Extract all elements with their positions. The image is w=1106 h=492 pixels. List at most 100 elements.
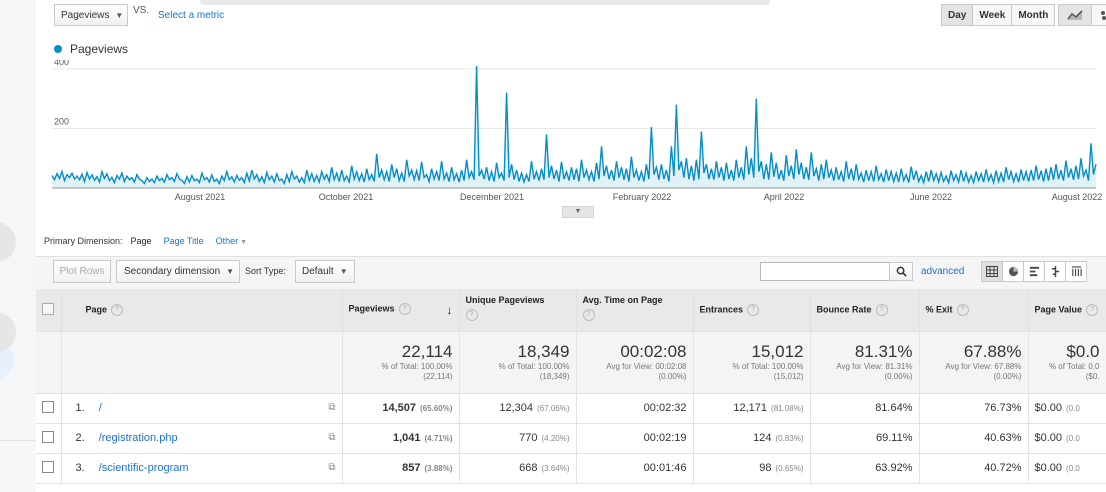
y-tick-label: 200 [54,116,69,126]
column-header-page[interactable]: Page? [61,289,343,332]
dimension-page-title[interactable]: Page Title [163,236,204,246]
pivot-view-icon[interactable] [1066,262,1086,281]
total-sub: Avg for View: 00:02:08 [606,361,687,371]
pageviews-cell: 857 (3.88%) [342,453,460,484]
total-value: 81.31% [854,341,913,361]
primary-dimension-bar: Primary Dimension: Page Page Title Other… [44,236,247,246]
total-page-value: $0.0% of Total: 0.0 ($0. [1028,331,1106,394]
advanced-filter-link[interactable]: advanced [921,266,965,277]
cell-value: 1,041 [392,432,421,444]
secondary-dimension-select[interactable]: Secondary dimension ▼ [116,260,240,283]
open-page-icon[interactable]: ⧉ [328,402,336,413]
help-icon[interactable]: ? [747,303,760,316]
help-icon[interactable]: ? [582,309,595,321]
page-value-cell: $0.00 (0.0 [1028,423,1106,454]
column-label: Pageviews [348,303,395,314]
total-pageviews: 22,114% of Total: 100.00% (22,114) [342,331,460,394]
cell-value: 12,171 [733,402,768,414]
sort-type-select[interactable]: Default ▼ [295,260,355,283]
cell-pct: (0.0 [1066,404,1080,413]
page-cell: 3. /scientific-program ⧉ [61,453,343,484]
row-number: 2. [75,432,85,444]
x-tick-label: August 2021 [175,192,226,202]
exit-cell: 76.73% [919,393,1029,424]
granularity-week-button[interactable]: Week [973,5,1013,25]
x-tick-label: June 2022 [910,192,952,202]
select-metric-link[interactable]: Select a metric [158,10,225,21]
granularity-month-button[interactable]: Month [1018,9,1049,21]
entrances-cell: 98 (0.65%) [693,453,811,484]
granularity-day-button[interactable]: Day [942,5,974,25]
search-button[interactable] [889,262,913,281]
open-page-icon[interactable]: ⧉ [328,432,336,443]
open-page-icon[interactable]: ⧉ [328,462,336,473]
total-sub: % of Total: 100.00% [381,361,453,371]
page-link[interactable]: /scientific-program [98,462,189,474]
page-link[interactable]: / [98,402,102,414]
cell-pct: (0.0 [1066,464,1080,473]
chevron-down-icon: ▼ [240,239,248,246]
exit-cell: 40.72% [919,453,1029,484]
granularity-group: Day Week Month [941,4,1056,26]
bar-view-icon[interactable] [1024,262,1045,281]
plot-rows-button[interactable]: Plot Rows [53,260,111,283]
total-unique: 18,349% of Total: 100.00% (18,349) [459,331,577,394]
column-header-entrances[interactable]: Entrances? [693,289,811,332]
chart-legend: Pageviews [54,42,128,56]
data-table-view-icon[interactable] [982,262,1003,281]
line-chart-icon[interactable] [1059,5,1092,25]
column-header-pageviews[interactable]: Pageviews? ↓ [342,289,460,332]
totals-spacer [36,331,62,394]
cell-value: 857 [402,462,421,474]
column-header-unique-pageviews[interactable]: Unique Pageviews? [459,289,577,332]
column-label: Unique Pageviews [465,295,545,305]
page-value-cell: $0.00 (0.0 [1028,393,1106,424]
pie-view-icon[interactable] [1003,262,1024,281]
page-cell: 2. /registration.php ⧉ [61,423,343,454]
help-icon[interactable]: ? [956,303,969,316]
help-icon[interactable]: ? [465,309,478,321]
cell-value: 14,507 [382,402,417,414]
pageviews-cell: 14,507 (65.60%) [342,393,460,424]
chevron-down-icon: ▼ [339,267,348,276]
unique-cell: 770 (4.20%) [459,423,577,454]
total-exit: 67.88% Avg for View: 67.88% (0.00%) [919,331,1029,394]
row-checkbox-cell [36,453,62,484]
avg-time-cell: 00:02:32 [576,393,694,424]
cell-value: $0.00 [1034,402,1063,414]
help-icon[interactable]: ? [1086,303,1099,316]
pageviews-line-chart: 400 200 August 2021 October 2021 December 20… [51,60,1103,202]
dimension-other-label: Other [215,236,239,246]
motion-chart-icon[interactable] [1092,5,1106,25]
cell-value: 98 [759,462,772,474]
x-tick-label: August 2022 [1052,192,1103,202]
help-icon[interactable]: ? [111,303,124,316]
row-checkbox[interactable] [42,460,55,473]
row-checkbox[interactable] [42,400,55,413]
cell-value: 668 [519,462,538,474]
total-sub: % of Total: 0.0 [1048,361,1100,371]
dimension-other[interactable]: Other ▼ [216,236,247,246]
column-header-page-value[interactable]: Page Value? [1028,289,1106,332]
column-header-avg-time[interactable]: Avg. Time on Page? [576,289,694,332]
series-area [52,66,1096,188]
row-checkbox[interactable] [42,430,55,443]
comparison-view-icon[interactable] [1045,262,1066,281]
select-all-checkbox[interactable] [42,302,55,315]
chart-type-group [1058,4,1106,26]
column-header-bounce-rate[interactable]: Bounce Rate? [810,289,920,332]
dimension-page[interactable]: Page [130,236,152,246]
metric-select[interactable]: Pageviews ▼ [54,4,128,26]
help-icon[interactable]: ? [875,303,888,316]
y-tick-label: 400 [54,60,69,67]
table-search-input[interactable] [760,262,892,281]
metric-select-label: Pageviews [61,9,110,21]
page-value-cell: $0.00 (0.0 [1028,453,1106,484]
sort-type-value: Default [302,266,334,277]
column-header-exit[interactable]: % Exit? [919,289,1029,332]
collapse-chart-handle[interactable]: ▼ [562,206,594,218]
cell-pct: (81.08%) [771,404,804,413]
help-icon[interactable]: ? [398,302,411,315]
page-link[interactable]: /registration.php [98,432,178,444]
total-avg-time: 00:02:08 Avg for View: 00:02:08 (0.00%) [576,331,694,394]
